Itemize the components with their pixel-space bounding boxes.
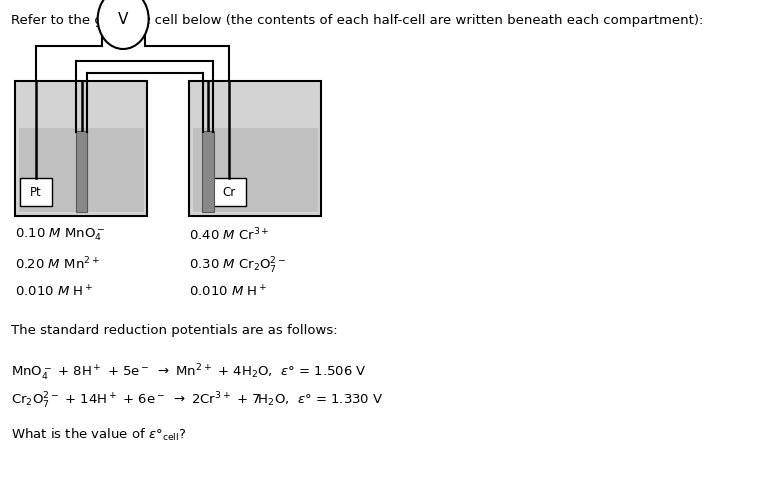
FancyBboxPatch shape [20, 179, 52, 206]
FancyBboxPatch shape [19, 129, 143, 212]
Text: Pt: Pt [30, 186, 42, 199]
Text: Cr$_2$O$_7^{2-}$ + 14H$^+$ + 6e$^-$ $\rightarrow$ 2Cr$^{3+}$ + 7H$_2$O,  $\varep: Cr$_2$O$_7^{2-}$ + 14H$^+$ + 6e$^-$ $\ri… [11, 390, 383, 410]
FancyBboxPatch shape [76, 132, 87, 212]
Text: The standard reduction potentials are as follows:: The standard reduction potentials are as… [11, 324, 338, 337]
Text: V: V [118, 13, 128, 28]
Text: 0.40 $\it{M}$ Cr$^{3+}$: 0.40 $\it{M}$ Cr$^{3+}$ [190, 226, 270, 243]
FancyBboxPatch shape [190, 82, 321, 216]
Text: 0.10 $\it{M}$ MnO$_4^-$: 0.10 $\it{M}$ MnO$_4^-$ [15, 226, 106, 243]
FancyBboxPatch shape [193, 129, 318, 212]
Text: 0.010 $\it{M}$ H$^+$: 0.010 $\it{M}$ H$^+$ [15, 284, 94, 299]
Text: 0.010 $\it{M}$ H$^+$: 0.010 $\it{M}$ H$^+$ [190, 284, 268, 299]
Text: What is the value of $\varepsilon$°$_\mathrm{cell}$?: What is the value of $\varepsilon$°$_\ma… [11, 426, 187, 442]
FancyBboxPatch shape [213, 179, 245, 206]
Text: Refer to the galvanic cell below (the contents of each half-cell are written ben: Refer to the galvanic cell below (the co… [11, 14, 704, 27]
Text: 0.30 $\it{M}$ Cr$_2$O$_7^{2-}$: 0.30 $\it{M}$ Cr$_2$O$_7^{2-}$ [190, 255, 287, 275]
Circle shape [98, 0, 149, 50]
Text: MnO$_4^-$ + 8H$^+$ + 5e$^-$ $\rightarrow$ Mn$^{2+}$ + 4H$_2$O,  $\varepsilon$° =: MnO$_4^-$ + 8H$^+$ + 5e$^-$ $\rightarrow… [11, 362, 367, 382]
FancyBboxPatch shape [202, 132, 214, 212]
Text: Cr: Cr [222, 186, 236, 199]
Text: 0.20 $\it{M}$ Mn$^{2+}$: 0.20 $\it{M}$ Mn$^{2+}$ [15, 255, 100, 272]
FancyBboxPatch shape [15, 82, 147, 216]
